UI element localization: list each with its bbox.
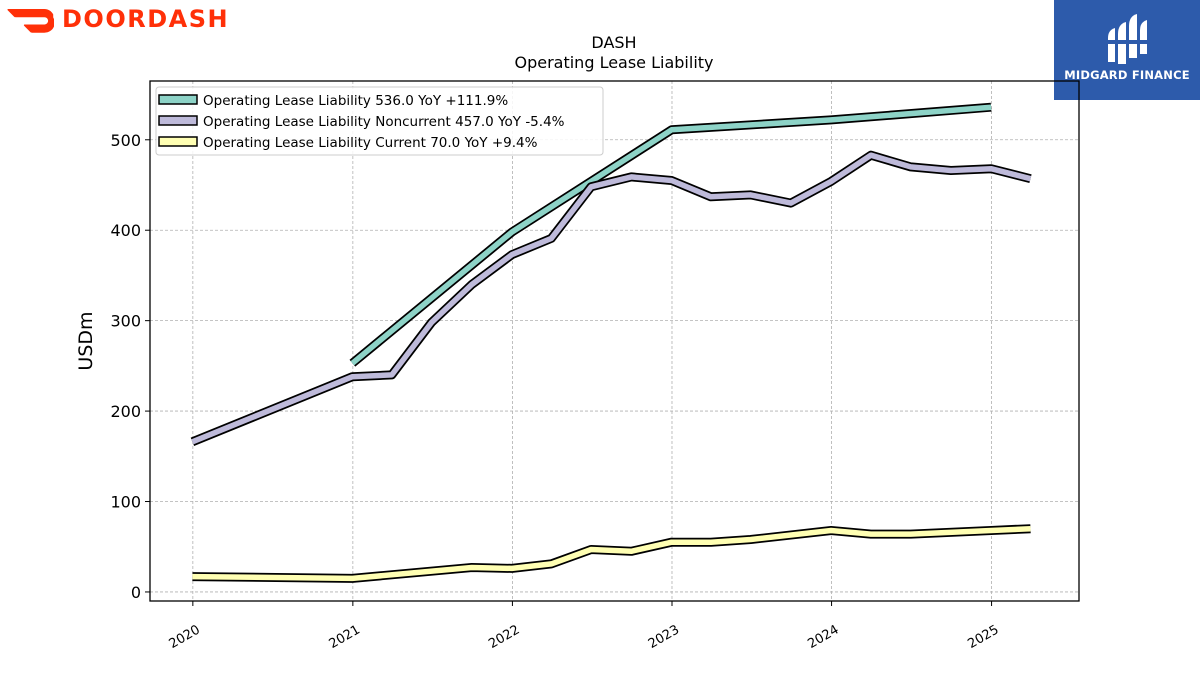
series-lines <box>190 102 1032 583</box>
chart-title: DASH <box>591 33 636 52</box>
x-tick-label: 2022 <box>486 622 522 652</box>
y-tick-label: 300 <box>110 312 141 331</box>
x-tick-label: 2025 <box>965 622 1001 652</box>
midgard-finance-badge: MIDGARD FINANCE <box>1054 0 1200 100</box>
series-line-operating-lease-liability-current <box>192 525 1031 582</box>
legend-label: Operating Lease Liability Current 70.0 Y… <box>203 135 538 151</box>
y-tick-label: 100 <box>110 493 141 512</box>
y-tick-label: 0 <box>131 583 141 602</box>
x-tick-label: 2023 <box>646 622 682 652</box>
legend-label: Operating Lease Liability 536.0 YoY +111… <box>203 93 508 109</box>
y-tick-label: 400 <box>110 221 141 240</box>
grid-lines <box>150 81 1079 601</box>
doordash-brand: DOORDASH <box>6 4 229 34</box>
legend: Operating Lease Liability 536.0 YoY +111… <box>155 86 604 156</box>
y-axis-label: USDm <box>75 311 97 370</box>
brand-name: DOORDASH <box>62 5 230 33</box>
x-tick-label: 2020 <box>167 622 203 652</box>
series-line-operating-lease-liability-noncurrent <box>191 152 1032 445</box>
legend-box <box>155 86 604 156</box>
x-tick-label: 2021 <box>327 622 363 652</box>
plot-frame <box>149 80 1080 602</box>
badge-name: MIDGARD FINANCE <box>1064 68 1190 82</box>
series-line-operating-lease-liability <box>350 104 992 366</box>
legend-label: Operating Lease Liability Noncurrent 457… <box>203 114 565 130</box>
legend-swatch <box>158 115 198 126</box>
doordash-logo-icon <box>7 9 54 33</box>
y-tick-label: 500 <box>110 131 141 150</box>
y-tick-label: 200 <box>110 402 141 421</box>
x-tick-label: 2024 <box>805 622 841 652</box>
legend-swatch <box>158 94 198 105</box>
legend-swatch <box>158 136 198 147</box>
chart-subtitle: Operating Lease Liability <box>514 53 713 72</box>
midgard-logo-icon <box>1106 14 1148 64</box>
series-outline-operating-lease-liability-noncurrent <box>190 150 1032 446</box>
